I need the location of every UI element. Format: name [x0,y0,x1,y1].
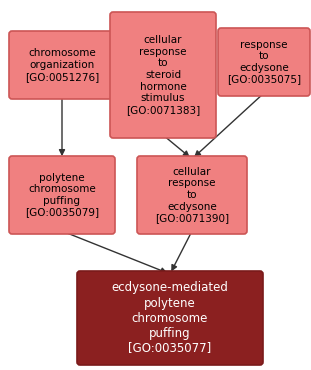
Text: response
to
ecdysone
[GO:0035075]: response to ecdysone [GO:0035075] [227,40,301,84]
Text: ecdysone-mediated
polytene
chromosome
puffing
[GO:0035077]: ecdysone-mediated polytene chromosome pu… [112,282,229,354]
FancyBboxPatch shape [110,12,216,138]
Text: chromosome
organization
[GO:0051276]: chromosome organization [GO:0051276] [25,48,99,82]
Text: cellular
response
to
ecdysone
[GO:0071390]: cellular response to ecdysone [GO:007139… [155,167,229,223]
Text: cellular
response
to
steroid
hormone
stimulus
[GO:0071383]: cellular response to steroid hormone sti… [126,35,200,115]
FancyBboxPatch shape [218,28,310,96]
FancyBboxPatch shape [9,156,115,234]
FancyBboxPatch shape [9,31,115,99]
FancyBboxPatch shape [77,271,263,365]
Text: polytene
chromosome
puffing
[GO:0035079]: polytene chromosome puffing [GO:0035079] [25,172,99,218]
FancyBboxPatch shape [137,156,247,234]
